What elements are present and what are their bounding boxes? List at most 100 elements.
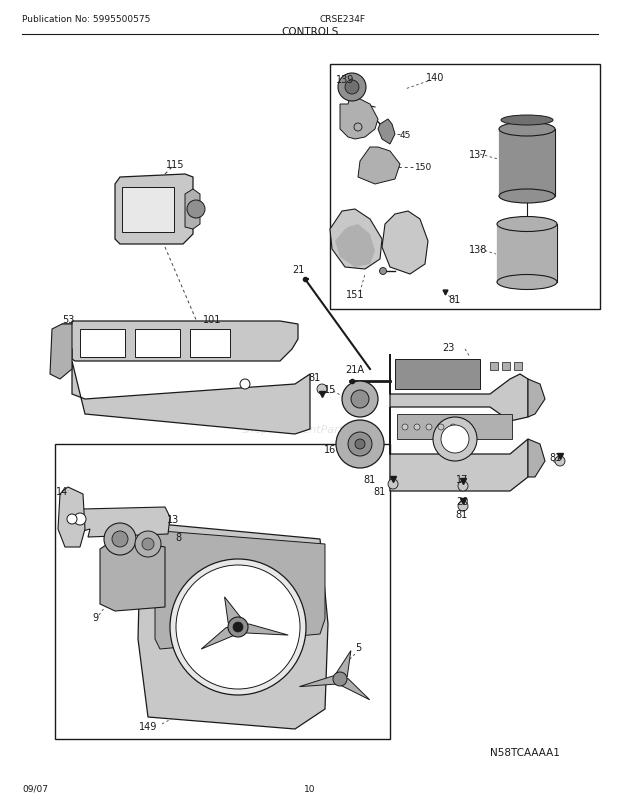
Bar	[502, 363, 510, 371]
Text: CONTROLS: CONTROLS	[281, 27, 339, 37]
Text: 16: 16	[324, 444, 336, 455]
Polygon shape	[335, 650, 351, 679]
Circle shape	[67, 514, 77, 525]
Circle shape	[104, 524, 136, 555]
Text: 138: 138	[469, 245, 487, 255]
Polygon shape	[340, 98, 378, 140]
Polygon shape	[335, 225, 375, 268]
Polygon shape	[50, 325, 72, 379]
Circle shape	[348, 432, 372, 456]
Bar	[122, 188, 174, 233]
Polygon shape	[58, 488, 85, 547]
Bar	[397, 415, 512, 439]
Polygon shape	[528, 379, 545, 418]
Circle shape	[317, 384, 327, 395]
Circle shape	[441, 426, 469, 453]
Circle shape	[402, 424, 408, 431]
Circle shape	[345, 81, 359, 95]
Polygon shape	[70, 508, 170, 537]
Bar	[395, 359, 480, 390]
Circle shape	[176, 565, 300, 689]
Circle shape	[426, 424, 432, 431]
Text: 150: 150	[415, 164, 432, 172]
Text: 13: 13	[167, 514, 179, 525]
Text: 115: 115	[166, 160, 184, 170]
Circle shape	[233, 622, 243, 632]
Text: 17: 17	[456, 475, 468, 484]
Bar	[514, 363, 522, 371]
Circle shape	[74, 513, 86, 525]
Circle shape	[458, 481, 468, 492]
Circle shape	[338, 74, 366, 102]
Circle shape	[135, 532, 161, 557]
Text: 137: 137	[469, 150, 487, 160]
Text: Publication No: 5995500575: Publication No: 5995500575	[22, 15, 151, 24]
Polygon shape	[390, 407, 528, 492]
Polygon shape	[138, 525, 328, 729]
Ellipse shape	[497, 275, 557, 290]
Bar	[490, 363, 498, 371]
Text: 5: 5	[355, 642, 361, 652]
Ellipse shape	[499, 190, 555, 204]
Polygon shape	[499, 130, 555, 196]
Circle shape	[438, 424, 444, 431]
Circle shape	[142, 538, 154, 550]
Polygon shape	[299, 676, 340, 687]
Circle shape	[228, 618, 248, 638]
Polygon shape	[202, 627, 238, 650]
Bar	[55, 444, 390, 739]
Circle shape	[379, 268, 386, 275]
Text: 09/07: 09/07	[22, 784, 48, 793]
Polygon shape	[224, 597, 243, 627]
Circle shape	[112, 532, 128, 547]
Text: 21A: 21A	[345, 365, 365, 375]
Polygon shape	[155, 529, 325, 649]
Text: 81: 81	[309, 373, 321, 383]
Polygon shape	[185, 190, 200, 229]
Circle shape	[240, 379, 250, 390]
Circle shape	[336, 420, 384, 468]
Text: 81: 81	[456, 509, 468, 520]
Text: 45: 45	[400, 131, 412, 140]
Circle shape	[355, 439, 365, 449]
Text: CRSE234F: CRSE234F	[320, 15, 366, 24]
Text: 23: 23	[442, 342, 454, 353]
Polygon shape	[358, 148, 400, 184]
Text: 20: 20	[456, 496, 468, 506]
Circle shape	[414, 424, 420, 431]
Text: 81: 81	[449, 294, 461, 305]
Text: 53: 53	[62, 314, 74, 325]
Circle shape	[555, 456, 565, 467]
Polygon shape	[100, 539, 165, 611]
Text: 8: 8	[175, 533, 181, 542]
Circle shape	[342, 382, 378, 418]
Circle shape	[433, 418, 477, 461]
Text: 9: 9	[92, 612, 98, 622]
Ellipse shape	[499, 123, 555, 137]
Text: sReplacementParts.com: sReplacementParts.com	[242, 424, 378, 435]
Text: 81: 81	[374, 486, 386, 496]
Text: 151: 151	[346, 290, 364, 300]
Text: 139: 139	[336, 75, 354, 85]
Text: 10: 10	[304, 784, 316, 793]
Polygon shape	[72, 362, 310, 435]
Circle shape	[388, 480, 398, 489]
Bar	[190, 330, 230, 358]
Polygon shape	[382, 212, 428, 274]
Ellipse shape	[497, 217, 557, 233]
Bar	[330, 65, 600, 310]
Text: 149: 149	[139, 721, 157, 731]
Polygon shape	[497, 225, 557, 282]
Circle shape	[187, 200, 205, 219]
Text: 101: 101	[203, 314, 221, 325]
Polygon shape	[339, 678, 370, 700]
Text: 21: 21	[292, 265, 304, 274]
Polygon shape	[330, 210, 382, 269]
Text: 15: 15	[324, 384, 336, 395]
Bar	[135, 330, 180, 358]
Polygon shape	[115, 175, 193, 245]
Polygon shape	[528, 439, 545, 477]
Circle shape	[170, 559, 306, 695]
Circle shape	[450, 424, 456, 431]
Circle shape	[354, 124, 362, 132]
